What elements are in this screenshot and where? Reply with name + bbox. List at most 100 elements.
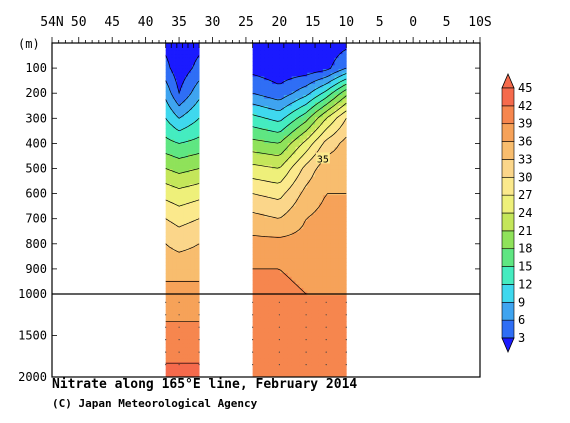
contour-cell xyxy=(295,191,300,196)
contour-cell xyxy=(338,261,343,267)
contour-line xyxy=(165,80,200,107)
contour-cell xyxy=(264,224,269,229)
contour-cell xyxy=(179,113,182,118)
contour-cell xyxy=(307,83,312,88)
contour-cell xyxy=(172,161,175,166)
contour-cell xyxy=(256,351,261,356)
contour-cell xyxy=(342,295,347,300)
x-tick-label: 50 xyxy=(71,15,87,30)
contour-cell xyxy=(260,273,265,278)
contour-cell xyxy=(322,102,328,107)
contour-cell xyxy=(194,165,197,170)
contour-cell xyxy=(196,128,199,133)
contour-cell xyxy=(189,146,192,152)
contour-cell xyxy=(193,172,196,177)
contour-cell xyxy=(260,269,265,274)
contour-cell xyxy=(192,295,194,300)
contour-cell xyxy=(330,269,335,274)
contour-cell xyxy=(196,213,199,218)
sample-dot xyxy=(178,339,180,341)
contour-cell xyxy=(264,254,269,259)
contour-cell xyxy=(291,94,296,100)
contour-cell xyxy=(272,54,277,59)
contour-cell xyxy=(169,180,172,185)
contour-cell xyxy=(193,184,196,189)
contour-cell xyxy=(176,120,179,126)
contour-cell xyxy=(334,124,339,129)
contour-cell xyxy=(287,217,293,222)
contour-cell xyxy=(189,195,192,200)
sample-dot xyxy=(252,351,254,353)
contour-cell xyxy=(338,180,343,185)
contour-cell xyxy=(174,261,176,267)
contour-cell xyxy=(190,239,193,244)
contour-cell xyxy=(342,239,347,244)
contour-cell xyxy=(279,132,285,137)
contour-cell xyxy=(326,139,332,144)
contour-cell xyxy=(264,306,269,311)
contour-cell xyxy=(196,228,199,233)
contour-cell xyxy=(303,206,308,211)
contour-cell xyxy=(196,172,199,177)
contour-cell xyxy=(165,198,168,203)
contour-cell xyxy=(165,261,168,267)
contour-cell xyxy=(342,139,347,144)
sample-dot xyxy=(198,351,200,353)
contour-cell xyxy=(172,61,175,66)
contour-cell xyxy=(189,235,192,241)
contour-cell xyxy=(311,109,316,114)
contour-cell xyxy=(196,247,199,252)
contour-cell xyxy=(182,195,185,200)
contour-cell xyxy=(307,154,312,159)
contour-cell xyxy=(176,336,179,341)
contour-cell xyxy=(307,343,312,348)
contour-cell xyxy=(178,273,181,278)
contour-cell xyxy=(181,169,183,174)
contour-cell xyxy=(185,336,187,341)
contour-cell xyxy=(171,258,174,263)
contour-cell xyxy=(196,265,199,270)
contour-cell xyxy=(178,235,181,241)
contour-cell xyxy=(272,46,277,51)
contour-cell xyxy=(276,224,281,229)
contour-cell xyxy=(194,143,197,148)
contour-cell xyxy=(276,339,281,344)
contour-cell xyxy=(178,102,181,107)
contour-cell xyxy=(307,332,312,337)
contour-cell xyxy=(330,221,335,226)
contour-cell xyxy=(196,61,199,66)
contour-cell xyxy=(167,328,169,333)
contour-cell xyxy=(279,362,285,367)
contour-cell xyxy=(287,228,293,233)
contour-cell xyxy=(176,54,179,59)
contour-cell xyxy=(185,284,187,289)
contour-cell xyxy=(171,198,174,203)
contour-cell xyxy=(315,273,320,278)
contour-cell xyxy=(256,284,261,289)
contour-cell xyxy=(299,139,304,144)
contour-cell xyxy=(315,191,320,196)
contour-cell xyxy=(326,46,332,51)
contour-cell xyxy=(167,299,169,304)
contour-cell xyxy=(171,176,174,181)
contour-cell xyxy=(181,191,183,196)
contour-cell xyxy=(194,120,197,126)
contour-cell xyxy=(287,347,293,352)
contour-cell xyxy=(307,146,312,152)
contour-cell xyxy=(318,232,324,237)
contour-cell xyxy=(279,102,285,107)
contour-cell xyxy=(268,247,273,252)
contour-cell xyxy=(272,154,277,159)
contour-cell xyxy=(283,169,289,174)
contour-cell xyxy=(171,143,174,148)
contour-cell xyxy=(190,150,193,155)
contour-cell xyxy=(295,347,300,352)
contour-cell xyxy=(183,221,186,226)
contour-cell xyxy=(315,106,320,111)
contour-line xyxy=(165,55,200,95)
contour-cell xyxy=(268,169,273,174)
contour-cell xyxy=(182,76,185,81)
contour-cell xyxy=(185,254,187,259)
contour-cell xyxy=(185,239,187,244)
contour-cell xyxy=(315,358,320,363)
